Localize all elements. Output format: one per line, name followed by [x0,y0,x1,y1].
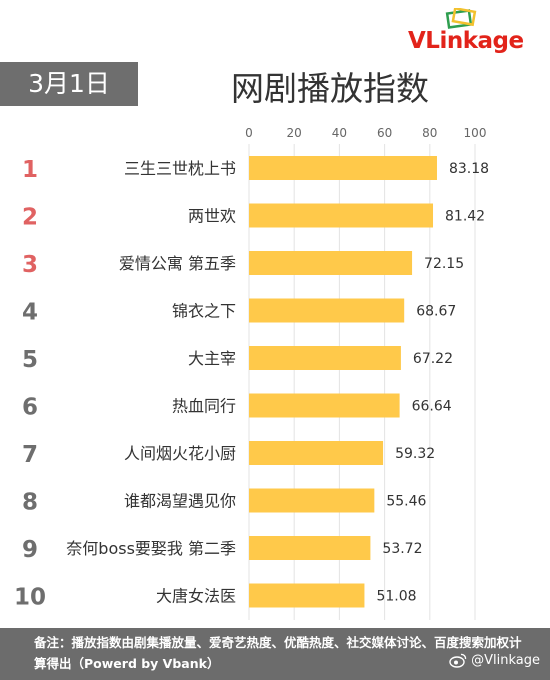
vlinkage-logo: VLinkage [408,8,540,54]
data-label: 55.46 [386,494,426,510]
bar-6 [249,393,400,418]
weibo-icon [449,653,467,668]
data-label: 72.15 [424,256,464,272]
bar-4 [249,298,405,323]
category-label: 大唐女法医 [156,587,236,606]
page-title: 网剧播放指数 [231,69,429,108]
weibo-handle-text: @Vlinkage [471,653,540,668]
rank-number: 10 [14,585,46,611]
x-tick-label: 80 [422,126,437,140]
rank-number: 1 [22,157,38,183]
data-label: 59.32 [395,446,435,462]
rank-number: 9 [22,537,38,563]
x-tick-label: 0 [245,126,253,140]
rank-number: 7 [22,442,38,468]
ranking-bar-chart: 0 20 40 60 80 100 83.18 三生三世枕上书 1 81.42 两世欢 2 72.15 爱… [14,126,489,620]
logo-rest: inkage [439,28,524,54]
category-label: 奈何boss要娶我 第二季 [66,539,236,558]
bar-3 [249,251,413,275]
data-label: 68.67 [416,304,456,320]
date-badge: 3月1日 [0,62,138,106]
category-label: 锦衣之下 [172,302,236,321]
bar-1 [249,156,437,180]
rank-number: 2 [22,205,38,231]
bar-8 [249,488,375,513]
category-label: 人间烟火花小厨 [124,444,236,463]
data-label: 51.08 [376,589,416,605]
rank-number: 5 [22,347,38,373]
logo-prefix: VL [408,28,440,54]
x-tick-label: 20 [287,126,302,140]
footer: 备注：播放指数由剧集播放量、爱奇艺热度、优酷热度、社交媒体讨论、百度搜索加权计算… [0,628,550,680]
rank-number: 8 [22,490,38,516]
bar-10 [249,583,365,608]
data-label: 66.64 [412,399,452,415]
data-label: 53.72 [382,541,422,557]
rank-number: 4 [22,300,38,326]
bar-7 [249,441,384,465]
rank-number: 6 [22,395,38,421]
weibo-handle: @Vlinkage [449,653,540,668]
footer-note: 备注：播放指数由剧集播放量、爱奇艺热度、优酷热度、社交媒体讨论、百度搜索加权计算… [34,635,522,671]
data-label: 81.42 [445,209,485,225]
rank-number: 3 [22,252,38,278]
category-label: 爱情公寓 第五季 [119,254,236,273]
category-label: 两世欢 [188,207,236,226]
data-label: 67.22 [413,351,453,367]
category-label: 谁都渴望遇见你 [124,492,236,511]
x-tick-label: 100 [464,126,487,140]
bar-9 [249,536,371,560]
category-label: 热血同行 [172,397,236,416]
x-tick-label: 60 [377,126,392,140]
data-label: 83.18 [449,161,489,177]
logo-mark-icon [445,8,477,29]
logo-text: VLinkage [408,28,524,54]
category-label: 三生三世枕上书 [124,159,236,178]
bar-5 [249,346,401,370]
category-label: 大主宰 [188,349,236,368]
bar-2 [249,203,434,228]
x-tick-label: 40 [332,126,347,140]
